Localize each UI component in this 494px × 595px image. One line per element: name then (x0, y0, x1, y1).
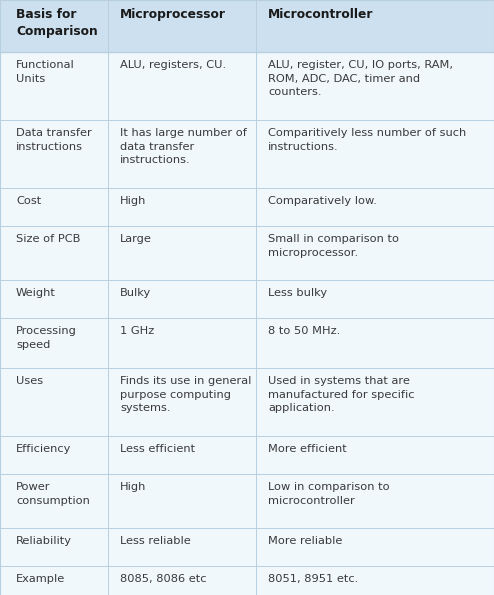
Bar (0, 52, 494, 120)
Bar (0, 528, 494, 566)
Text: ALU, registers, CU.: ALU, registers, CU. (120, 60, 226, 70)
Text: Uses: Uses (16, 376, 43, 386)
Text: Finds its use in general
purpose computing
systems.: Finds its use in general purpose computi… (120, 376, 251, 413)
Text: Less efficient: Less efficient (120, 444, 195, 454)
Text: Used in systems that are
manufactured for specific
application.: Used in systems that are manufactured fo… (268, 376, 414, 413)
Text: High: High (120, 482, 146, 492)
Text: High: High (120, 196, 146, 206)
Text: Large: Large (120, 234, 152, 244)
Text: Efficiency: Efficiency (16, 444, 71, 454)
Text: Small in comparison to
microprocessor.: Small in comparison to microprocessor. (268, 234, 399, 258)
Bar (0, 226, 494, 280)
Text: Less bulky: Less bulky (268, 288, 327, 298)
Bar (0, 368, 494, 436)
Text: Microcontroller: Microcontroller (268, 8, 373, 21)
Bar (0, 120, 494, 188)
Text: 8085, 8086 etc: 8085, 8086 etc (120, 574, 206, 584)
Text: 8051, 8951 etc.: 8051, 8951 etc. (268, 574, 358, 584)
Bar (0, 436, 494, 474)
Text: Cost: Cost (16, 196, 41, 206)
Bar (0, 280, 494, 318)
Text: 8 to 50 MHz.: 8 to 50 MHz. (268, 326, 340, 336)
Bar (0, 318, 494, 368)
Text: Basis for
Comparison: Basis for Comparison (16, 8, 98, 39)
Bar (0, 188, 494, 226)
Text: Less reliable: Less reliable (120, 536, 191, 546)
Text: Low in comparison to
microcontroller: Low in comparison to microcontroller (268, 482, 390, 506)
Text: Comparatively low.: Comparatively low. (268, 196, 377, 206)
Text: Data transfer
instructions: Data transfer instructions (16, 128, 92, 152)
Text: Functional
Units: Functional Units (16, 60, 75, 84)
Text: ALU, register, CU, IO ports, RAM,
ROM, ADC, DAC, timer and
counters.: ALU, register, CU, IO ports, RAM, ROM, A… (268, 60, 453, 97)
Bar (0, 474, 494, 528)
Text: Microprocessor: Microprocessor (120, 8, 226, 21)
Text: Example: Example (16, 574, 65, 584)
Text: Bulky: Bulky (120, 288, 151, 298)
Text: Size of PCB: Size of PCB (16, 234, 81, 244)
Text: Power
consumption: Power consumption (16, 482, 90, 506)
Text: Comparitively less number of such
instructions.: Comparitively less number of such instru… (268, 128, 466, 152)
Bar (0, 566, 494, 595)
Bar (0, 0, 494, 52)
Text: More efficient: More efficient (268, 444, 347, 454)
Text: More reliable: More reliable (268, 536, 342, 546)
Text: Processing
speed: Processing speed (16, 326, 77, 350)
Text: Weight: Weight (16, 288, 56, 298)
Text: It has large number of
data transfer
instructions.: It has large number of data transfer ins… (120, 128, 247, 165)
Text: Reliability: Reliability (16, 536, 72, 546)
Text: 1 GHz: 1 GHz (120, 326, 154, 336)
